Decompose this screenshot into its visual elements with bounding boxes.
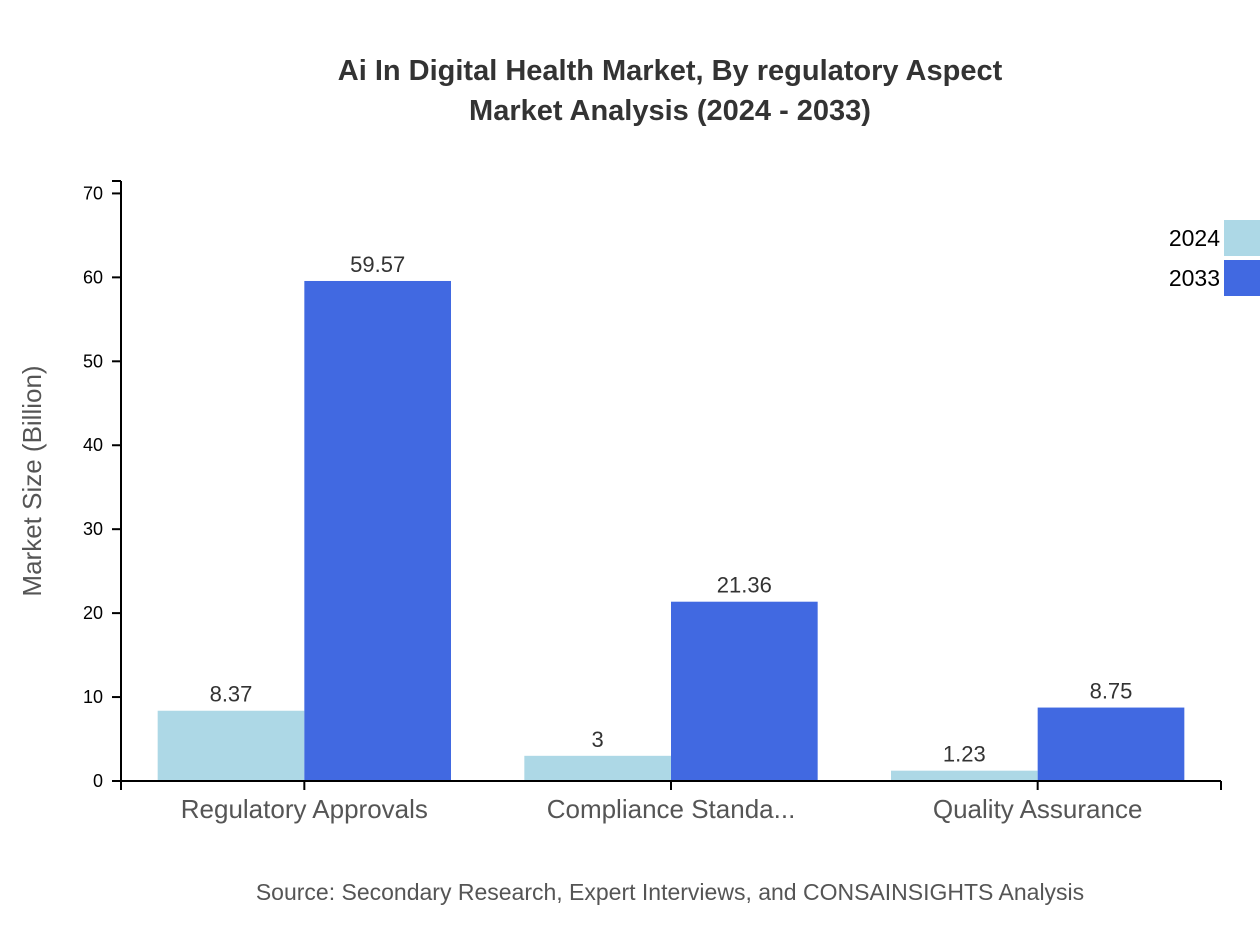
y-tick-label: 60 bbox=[83, 267, 103, 287]
bar-2024 bbox=[891, 770, 1038, 781]
legend-swatch-2033 bbox=[1224, 260, 1260, 296]
y-tick-label: 30 bbox=[83, 519, 103, 539]
legend-label: 2024 bbox=[1169, 225, 1220, 251]
bar-2033 bbox=[671, 601, 818, 781]
source-note: Source: Secondary Research, Expert Inter… bbox=[256, 879, 1084, 905]
bar-2033 bbox=[1037, 707, 1185, 781]
bar-2024 bbox=[157, 710, 305, 781]
data-label: 8.75 bbox=[1090, 679, 1133, 704]
chart-title-line1: Ai In Digital Health Market, By regulato… bbox=[338, 55, 1003, 87]
y-tick-label: 20 bbox=[83, 603, 103, 623]
data-label: 59.57 bbox=[350, 252, 405, 277]
y-tick-label: 50 bbox=[83, 351, 103, 371]
legend-swatch-2024 bbox=[1224, 220, 1260, 256]
x-tick-label: Regulatory Approvals bbox=[181, 794, 428, 824]
legend-label: 2033 bbox=[1169, 265, 1220, 291]
data-label: 21.36 bbox=[717, 573, 772, 598]
x-tick-label: Compliance Standa... bbox=[547, 794, 796, 824]
y-tick-label: 0 bbox=[93, 771, 103, 791]
y-tick-label: 70 bbox=[83, 183, 103, 203]
y-tick-label: 40 bbox=[83, 435, 103, 455]
y-axis-label: Market Size (Billion) bbox=[17, 365, 47, 596]
bar-2033 bbox=[304, 280, 451, 781]
bar-2024 bbox=[524, 755, 671, 781]
data-label: 3 bbox=[592, 727, 604, 752]
y-tick-label: 10 bbox=[83, 687, 103, 707]
x-tick-label: Quality Assurance bbox=[933, 794, 1143, 824]
data-label: 8.37 bbox=[210, 682, 253, 707]
data-label: 1.23 bbox=[943, 742, 986, 767]
chart-title-line2: Market Analysis (2024 - 2033) bbox=[469, 95, 871, 127]
